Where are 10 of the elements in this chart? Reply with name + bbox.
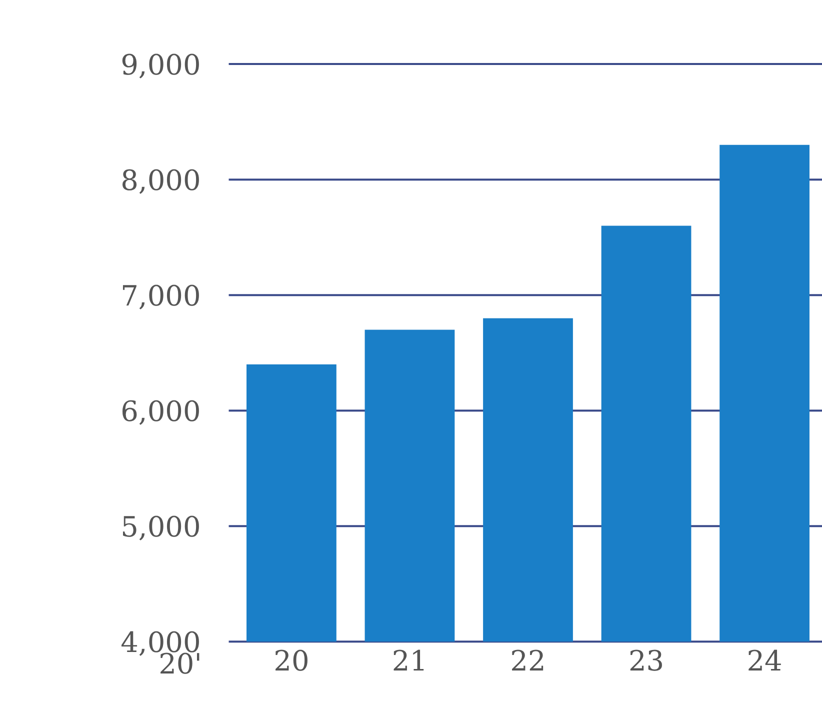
y-tick-label: 9,000 (120, 48, 201, 82)
y-tick-label: 5,000 (120, 510, 201, 544)
x-tick-label: 24 (746, 644, 782, 678)
y-tick-label: 7,000 (120, 280, 201, 313)
y-tick-label: 6,000 (120, 395, 201, 428)
x-tick-label: 22 (510, 644, 546, 678)
y-tick-label: 8,000 (120, 164, 201, 198)
x-tick-label: 20 (274, 644, 310, 678)
x-tick-label: 23 (628, 644, 664, 678)
x-tick-label: 21 (392, 644, 428, 678)
